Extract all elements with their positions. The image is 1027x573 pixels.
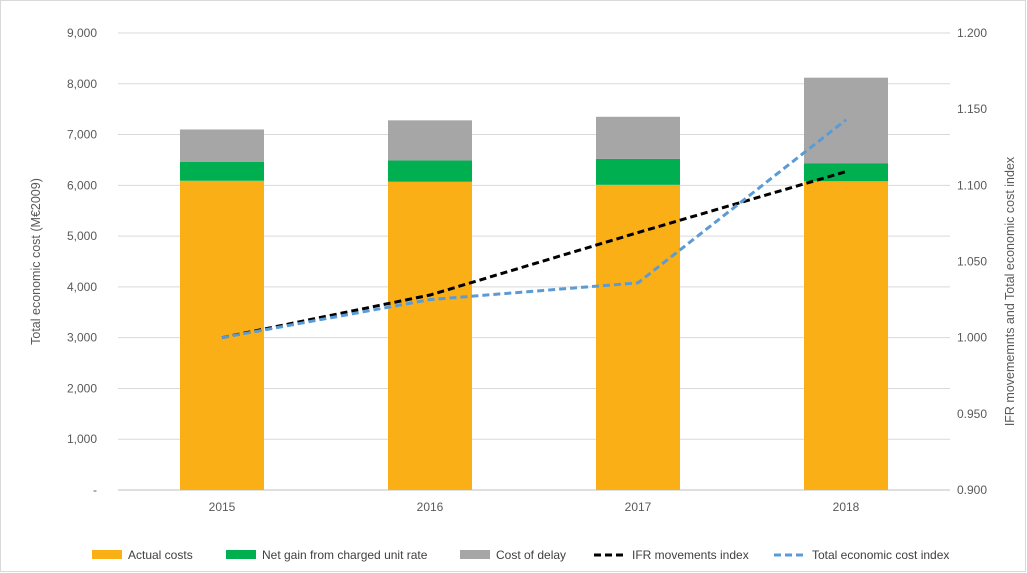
y2-tick-label: 0.900 xyxy=(957,483,987,497)
legend-swatch-actual-costs xyxy=(92,550,122,559)
bar-actual-costs-2017 xyxy=(596,184,680,490)
legend-label-net-gain-from-charged-unit-rate: Net gain from charged unit rate xyxy=(262,548,428,562)
y2-tick-label: 1.150 xyxy=(957,102,987,116)
y-tick-label: 2,000 xyxy=(67,381,97,395)
bar-actual-costs-2015 xyxy=(180,180,264,490)
y-tick-label: 4,000 xyxy=(67,280,97,294)
legend-label-total-economic-cost-index: Total economic cost index xyxy=(812,548,949,562)
legend-swatch-net-gain-from-charged-unit-rate xyxy=(226,550,256,559)
x-tick-label: 2017 xyxy=(625,500,652,514)
y-tick-label: 7,000 xyxy=(67,128,97,142)
y2-axis-title: IFR movememnts and Total economic cost i… xyxy=(1003,156,1017,426)
bar-cost-of-delay-2016 xyxy=(388,120,472,161)
y-tick-label: 3,000 xyxy=(67,331,97,345)
legend-label-ifr-movements-index: IFR movements index xyxy=(632,548,749,562)
x-tick-label: 2016 xyxy=(417,500,444,514)
y-tick-label: 1,000 xyxy=(67,432,97,446)
line-ifr-movements-index xyxy=(221,170,847,340)
y-tick-label: 9,000 xyxy=(67,26,97,40)
y2-tick-label: 1.100 xyxy=(957,178,987,192)
bar-actual-costs-2018 xyxy=(804,181,888,490)
legend-label-actual-costs: Actual costs xyxy=(128,548,193,562)
y-tick-label: 8,000 xyxy=(67,77,97,91)
y2-tick-label: 1.050 xyxy=(957,255,987,269)
y2-tick-label: 0.950 xyxy=(957,407,987,421)
y-tick-label: 5,000 xyxy=(67,229,97,243)
x-tick-label: 2018 xyxy=(833,500,860,514)
y-axis-title: Total economic cost (M€2009) xyxy=(29,178,43,345)
bar-net-gain-from-charged-unit-rate-2018 xyxy=(804,163,888,182)
y2-tick-label: 1.200 xyxy=(957,26,987,40)
legend-label-cost-of-delay: Cost of delay xyxy=(496,548,566,562)
x-tick-label: 2015 xyxy=(209,500,236,514)
y2-tick-label: 1.000 xyxy=(957,331,987,345)
bar-cost-of-delay-2017 xyxy=(596,116,680,159)
bar-actual-costs-2016 xyxy=(388,181,472,491)
y-tick-label: 6,000 xyxy=(67,178,97,192)
bar-net-gain-from-charged-unit-rate-2015 xyxy=(180,161,264,181)
bar-net-gain-from-charged-unit-rate-2016 xyxy=(388,160,472,182)
line-total-economic-cost-index xyxy=(221,118,847,340)
bar-net-gain-from-charged-unit-rate-2017 xyxy=(596,158,680,185)
legend-swatch-cost-of-delay xyxy=(460,550,490,559)
bar-cost-of-delay-2015 xyxy=(180,129,264,162)
y-tick-label: - xyxy=(93,483,97,497)
